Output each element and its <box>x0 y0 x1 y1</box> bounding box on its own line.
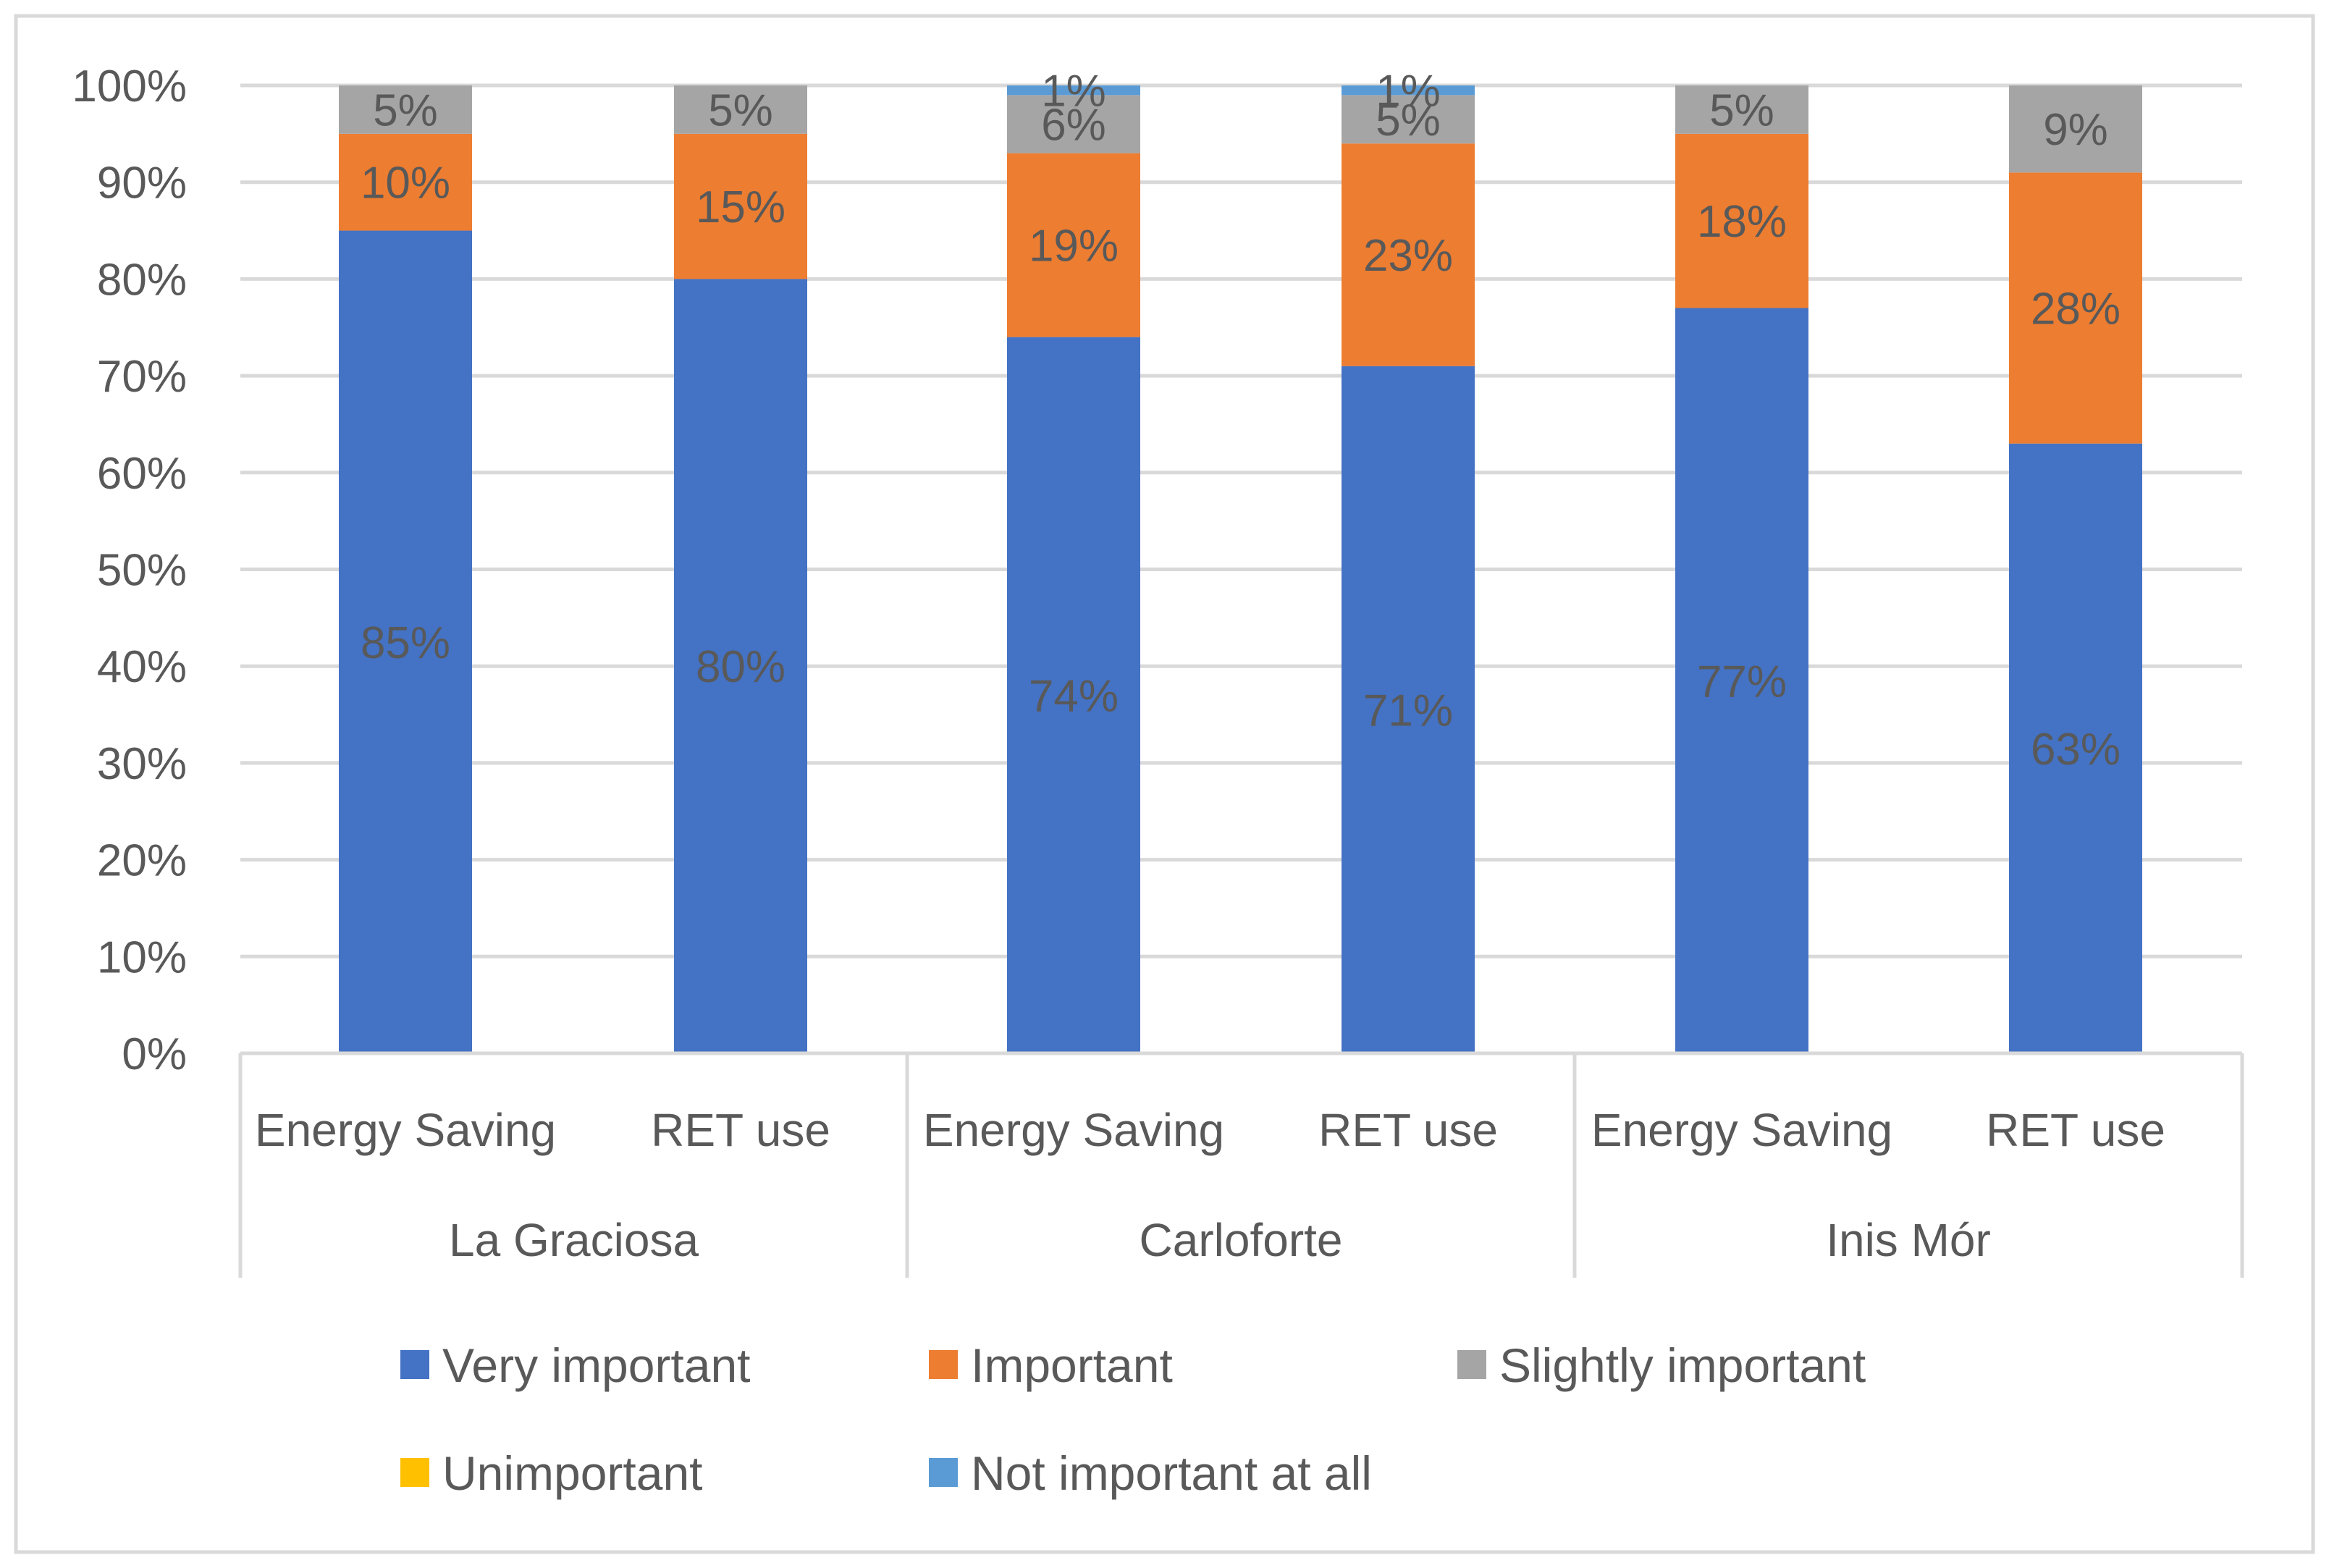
bar-segment <box>1007 85 1140 96</box>
data-labels: 85%10%5%80%15%5%74%19%6%1%71%23%5%1%77%1… <box>361 67 2120 775</box>
x-axis: Energy Saving RET use La Graciosa Energy Sa… <box>238 1051 2244 1278</box>
bar-segment <box>339 85 472 134</box>
bar-segment <box>339 133 472 231</box>
data-label: 71% <box>1363 686 1453 735</box>
data-label: 5% <box>708 85 773 135</box>
data-label: 77% <box>1697 657 1787 707</box>
legend: Very important Important Slightly importan… <box>400 1339 1866 1500</box>
x-group-label: La Graciosa <box>449 1214 699 1266</box>
bar-segment <box>2009 85 2142 173</box>
bar-segment <box>1007 95 1140 153</box>
y-tick-label: 40% <box>97 642 187 692</box>
bar-segment <box>674 133 807 279</box>
legend-swatch <box>1457 1350 1486 1379</box>
y-tick-label: 50% <box>97 546 187 596</box>
y-tick-label: 0% <box>122 1029 187 1079</box>
bar-segment <box>1342 85 1475 96</box>
data-label: 19% <box>1029 222 1119 271</box>
y-tick-label: 70% <box>97 352 187 402</box>
x-group-label: Inis Mór <box>1826 1214 1991 1266</box>
bar-segment <box>1675 308 1808 1053</box>
bar-segment <box>1675 85 1808 134</box>
legend-label: Very important <box>442 1339 751 1392</box>
bar-segment <box>2009 443 2142 1053</box>
legend-label: Unimportant <box>442 1446 703 1500</box>
data-label: 9% <box>2043 105 2108 155</box>
data-label: 10% <box>361 159 450 208</box>
data-label: 15% <box>696 182 786 232</box>
bar-segment <box>674 279 807 1053</box>
legend-swatch <box>929 1458 958 1487</box>
data-label: 74% <box>1029 671 1119 721</box>
bar-segment <box>1007 337 1140 1053</box>
x-category-label: RET use <box>1318 1104 1498 1156</box>
y-tick-label: 20% <box>97 836 187 886</box>
y-tick-label: 90% <box>97 159 187 208</box>
legend-swatch <box>400 1458 429 1487</box>
y-tick-label: 100% <box>72 62 187 111</box>
data-label: 85% <box>361 618 450 668</box>
x-group-label: Carloforte <box>1140 1214 1343 1266</box>
data-label: 63% <box>2031 725 2120 775</box>
y-axis: 0% 10% 20% 30% 40% 50% 60% 70% 80% 90% 100% <box>72 62 187 1079</box>
legend-swatch <box>400 1350 429 1379</box>
legend-label: Important <box>971 1339 1173 1392</box>
bar-segment <box>1342 95 1475 144</box>
data-label: 18% <box>1697 197 1787 247</box>
x-category-label: RET use <box>651 1104 830 1156</box>
legend-label: Slightly important <box>1499 1339 1866 1392</box>
data-label: 1% <box>1376 67 1441 117</box>
bar-segment <box>1675 133 1808 308</box>
data-label: 5% <box>373 85 438 135</box>
bar-segment <box>674 85 807 134</box>
bar-segment <box>1342 143 1475 366</box>
bar-segment <box>1007 153 1140 337</box>
gridlines <box>240 83 2242 958</box>
y-tick-label: 80% <box>97 255 187 305</box>
x-category-label: RET use <box>1986 1104 2165 1156</box>
bar-segment <box>1342 366 1475 1054</box>
legend-swatch <box>929 1350 958 1379</box>
data-label: 28% <box>2031 284 2120 334</box>
data-label: 80% <box>696 642 786 692</box>
y-tick-label: 60% <box>97 449 187 499</box>
data-label: 1% <box>1041 67 1106 117</box>
x-category-label: Energy Saving <box>255 1104 556 1156</box>
bar-segment <box>339 230 472 1053</box>
x-category-label: Energy Saving <box>1591 1104 1892 1156</box>
legend-label: Not important at all <box>971 1446 1372 1500</box>
y-tick-label: 10% <box>97 932 187 982</box>
y-tick-label: 30% <box>97 739 187 789</box>
data-label: 5% <box>1376 96 1441 146</box>
bar-segment <box>2009 172 2142 444</box>
x-category-label: Energy Saving <box>923 1104 1224 1156</box>
bars <box>339 85 2142 1054</box>
data-label: 6% <box>1041 100 1106 150</box>
data-label: 5% <box>1709 85 1774 135</box>
data-label: 23% <box>1363 231 1453 281</box>
